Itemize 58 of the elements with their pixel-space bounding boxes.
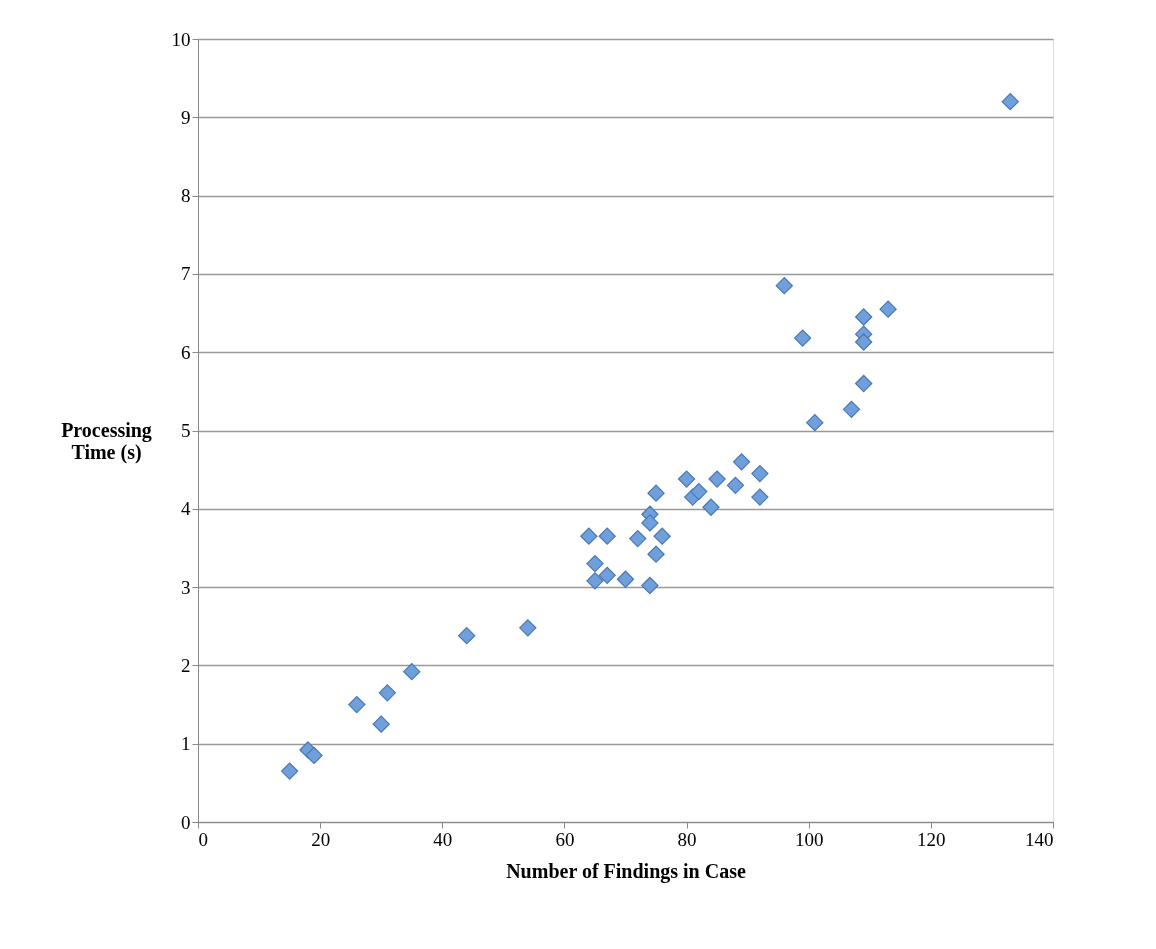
x-tick-label: 0 (198, 828, 208, 850)
point (726, 476, 745, 494)
point (751, 464, 769, 483)
point (793, 329, 812, 347)
point (580, 527, 598, 545)
x-axis-title: Number of Findings in Case (506, 859, 746, 883)
y-tick-label: 1 (181, 733, 191, 755)
point (677, 470, 696, 488)
point (458, 626, 476, 645)
point (690, 482, 708, 501)
point (586, 554, 604, 573)
point (708, 470, 726, 488)
y-tick-label: 7 (181, 263, 191, 285)
point (647, 484, 665, 502)
x-tick-label: 20 (311, 828, 331, 850)
y-tick-label: 4 (181, 498, 191, 520)
point (598, 566, 616, 585)
x-tick-label: 120 (917, 828, 946, 850)
point (629, 529, 647, 548)
point (732, 453, 751, 471)
y-tick-label: 0 (181, 811, 191, 833)
point (855, 374, 873, 393)
point (647, 545, 665, 563)
point (519, 619, 537, 637)
y-tick-label: 6 (181, 341, 191, 363)
y-tick-label: 8 (181, 185, 191, 207)
y-axis-title: Processing Time (s) (61, 419, 152, 464)
point (806, 414, 824, 432)
x-tick-label: 100 (794, 828, 824, 850)
point (586, 572, 604, 590)
point (641, 514, 659, 532)
x-tick-label: 80 (677, 828, 697, 850)
point (879, 300, 897, 318)
y-tick-label: 3 (181, 576, 191, 598)
point (280, 762, 299, 780)
x-tick-label: 140 (1025, 828, 1054, 850)
point (305, 746, 323, 765)
y-tick-label: 2 (181, 654, 191, 676)
y-tick-label: 5 (181, 420, 191, 441)
point (641, 576, 659, 595)
point (855, 333, 873, 351)
point (1001, 92, 1019, 111)
point (775, 276, 793, 295)
point (653, 527, 671, 545)
point (372, 715, 390, 733)
point (378, 684, 396, 702)
y-tick-label: 9 (181, 106, 191, 128)
point (616, 570, 635, 588)
point (842, 400, 861, 419)
point (702, 498, 720, 516)
point (348, 695, 366, 714)
point (403, 663, 421, 681)
point (751, 488, 769, 506)
y-tick-label: 10 (171, 28, 191, 50)
point (598, 527, 616, 545)
x-tick-label: 60 (555, 828, 575, 850)
x-tick-label: 40 (433, 828, 453, 850)
point (855, 308, 873, 326)
